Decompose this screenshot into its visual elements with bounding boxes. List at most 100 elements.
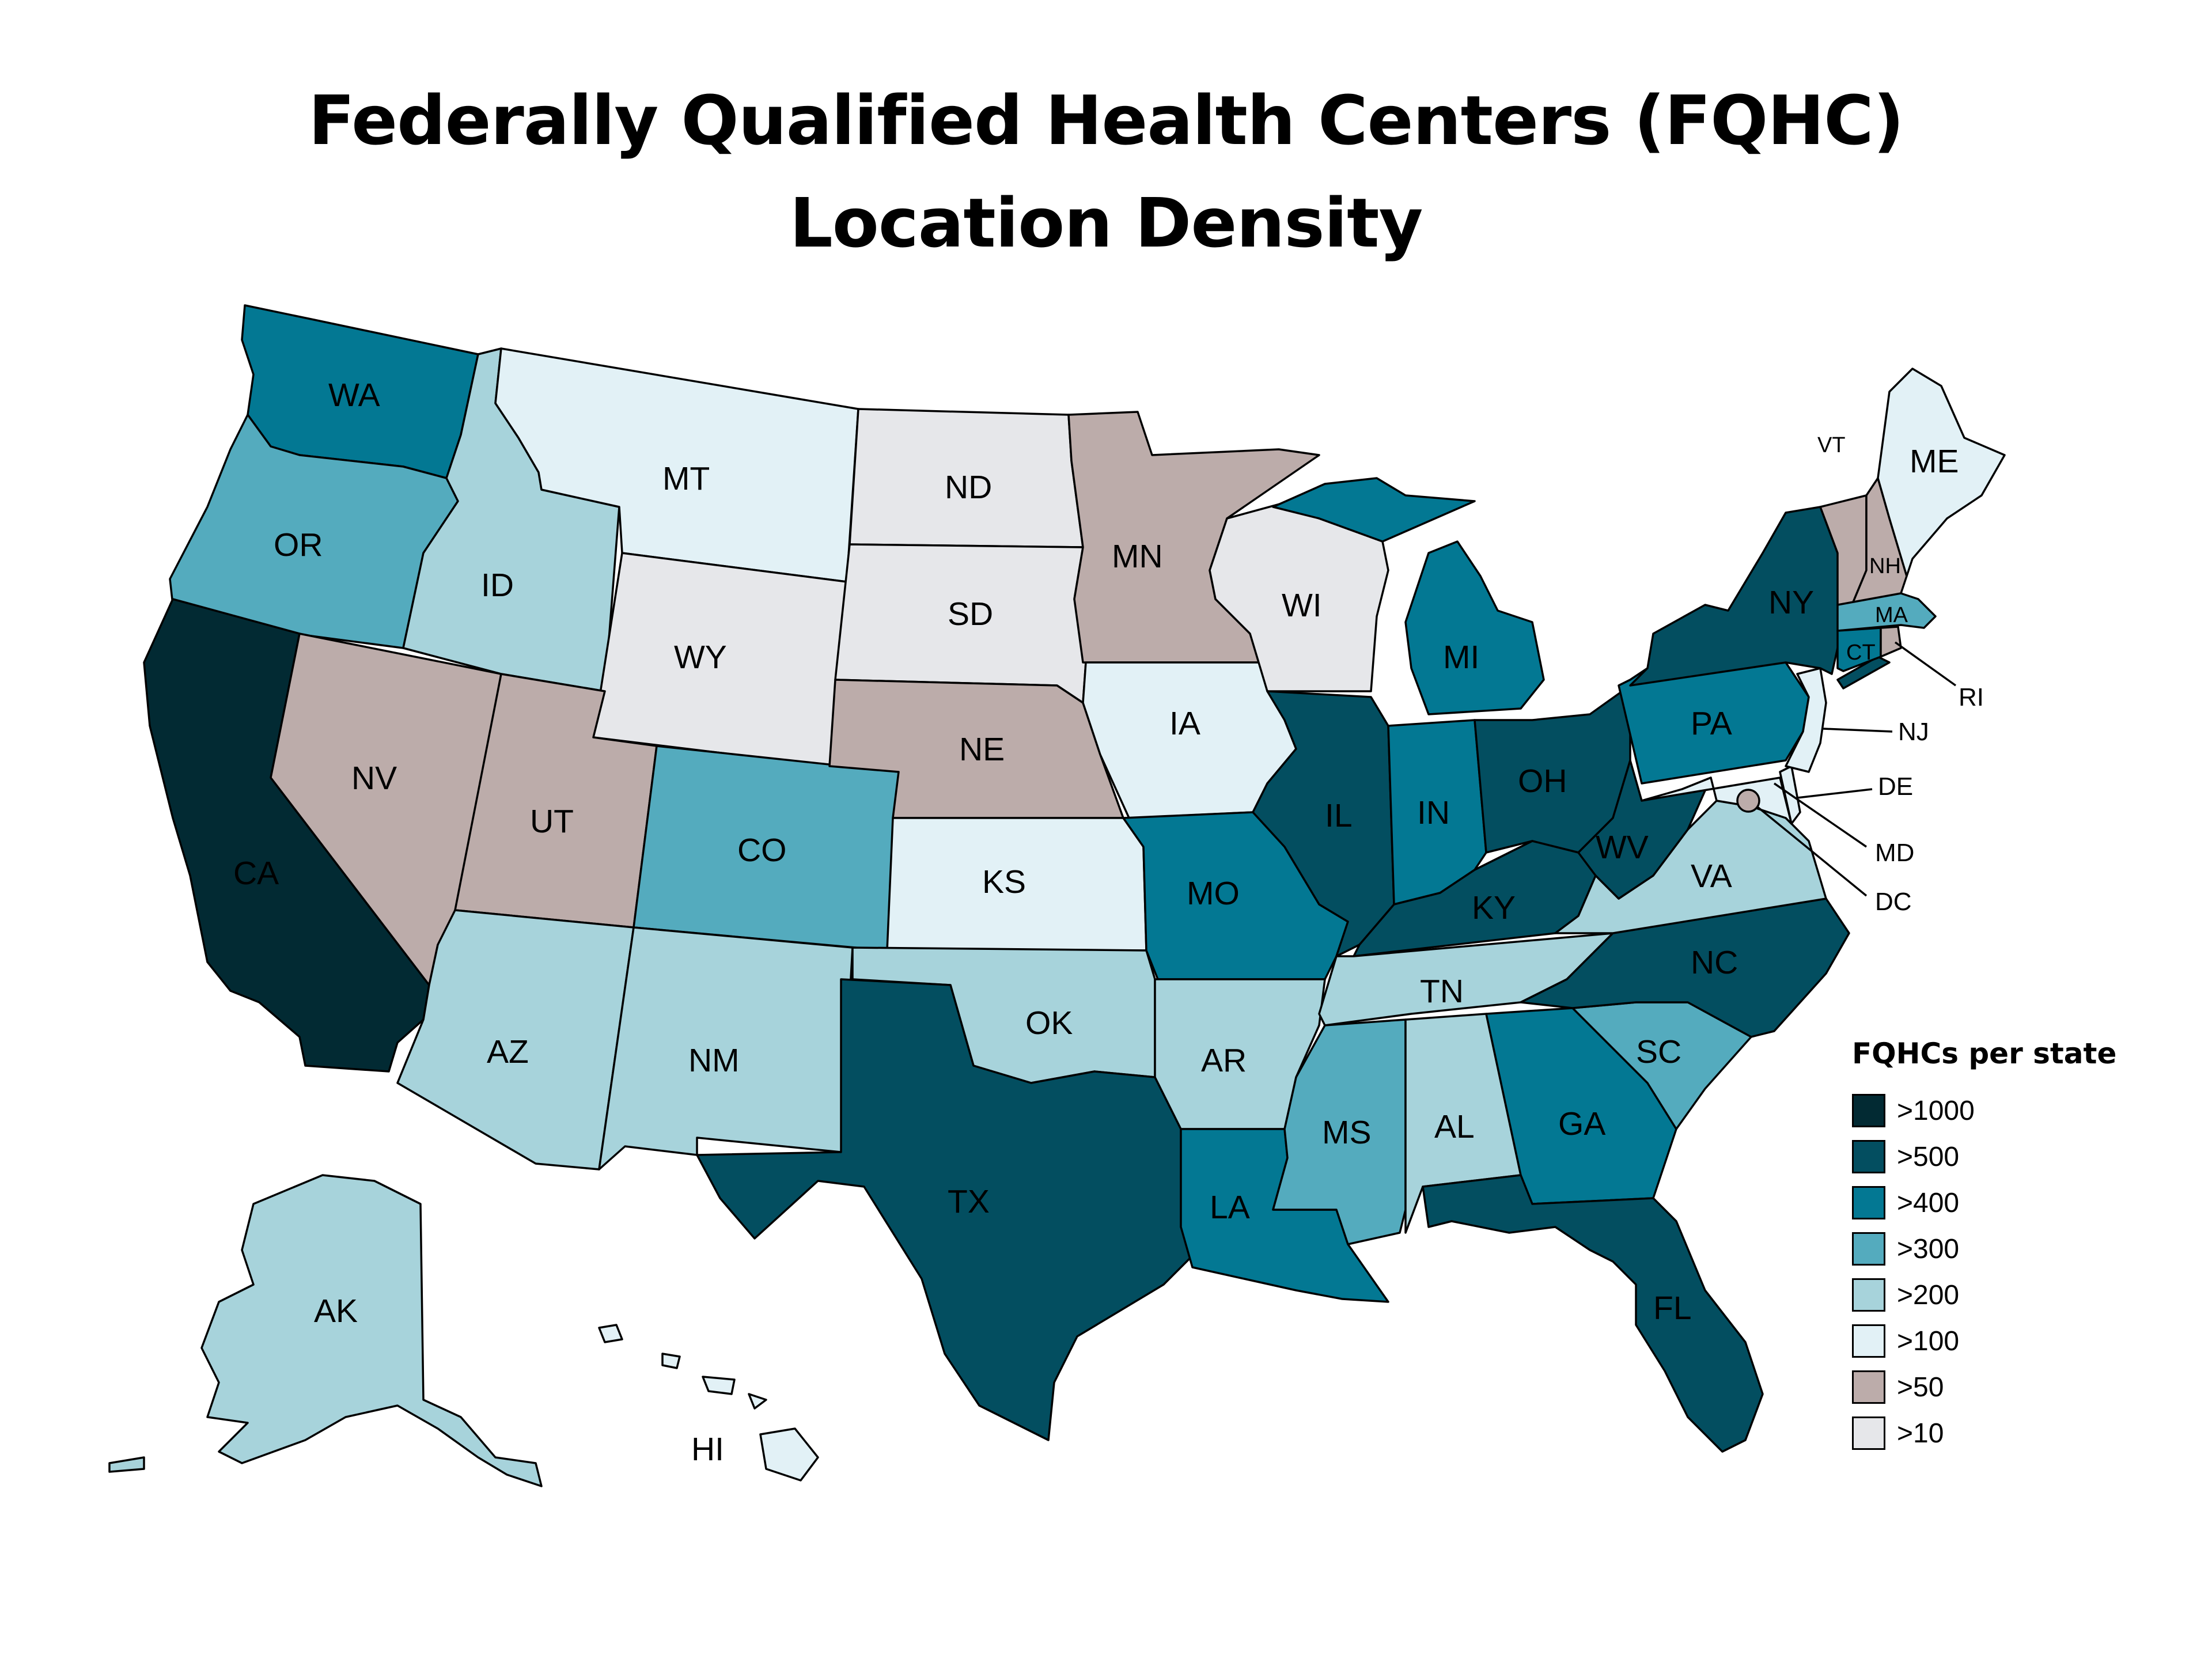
legend-label: >500 [1897,1141,1960,1172]
leader-DC [1756,805,1868,897]
state-labels: WA OR CA NV ID MT WY UT CO AZ NM ND SD N… [233,377,1984,1468]
label-MO: MO [1187,875,1240,912]
label-ME: ME [1910,443,1959,480]
leader-MD [1774,782,1867,848]
label-SD: SD [948,596,993,632]
label-TN: TN [1420,973,1464,1010]
label-AZ: AZ [487,1033,529,1070]
label-IN: IN [1417,794,1450,831]
title-line-2: Location Density [789,183,1423,263]
state-RI[interactable] [1880,626,1902,658]
label-IA: IA [1169,705,1200,742]
legend-swatch [1852,1416,1885,1450]
label-FL: FL [1653,1290,1692,1327]
label-DC: DC [1875,888,1912,916]
label-IL: IL [1325,797,1353,834]
label-DE: DE [1878,772,1913,801]
label-AR: AR [1201,1042,1247,1079]
state-NY[interactable] [1629,506,1891,690]
label-VA: VA [1691,858,1732,895]
legend-label: >100 [1897,1325,1960,1357]
state-CT[interactable] [1836,627,1882,672]
state-ME[interactable] [1877,368,2006,577]
label-NY: NY [1768,584,1814,621]
state-FL[interactable] [1422,1174,1764,1453]
label-AL: AL [1434,1108,1475,1145]
legend-label: >10 [1897,1418,1944,1449]
label-NH: NH [1869,554,1901,578]
legend-swatch [1852,1094,1885,1127]
map-title: Federally Qualified Health Centers (FQHC… [0,69,2212,274]
label-OR: OR [274,527,323,563]
legend-label: >50 [1897,1372,1944,1403]
label-CO: CO [737,832,787,869]
label-HI: HI [691,1431,724,1468]
label-PA: PA [1691,705,1732,742]
label-CT: CT [1846,641,1876,665]
state-DC[interactable] [1736,789,1760,813]
legend-swatch [1852,1186,1885,1219]
legend-label: >300 [1897,1233,1960,1264]
legend: FQHCs per state >1000 >500 >400 >300 >20… [1852,1037,2175,1456]
legend-item-gt200: >200 [1852,1272,2175,1318]
legend-label: >400 [1897,1187,1960,1218]
label-RI: RI [1959,683,1984,711]
label-KS: KS [982,863,1026,900]
label-OK: OK [1025,1005,1073,1041]
label-OH: OH [1518,763,1567,800]
legend-item-gt500: >500 [1852,1134,2175,1180]
state-MI[interactable] [1272,477,1545,715]
label-VT: VT [1817,433,1846,457]
label-WY: WY [674,639,727,676]
label-ND: ND [945,469,992,506]
label-NV: NV [351,760,397,797]
label-WI: WI [1282,587,1322,624]
label-NJ: NJ [1898,718,1929,746]
legend-item-gt10: >10 [1852,1410,2175,1456]
legend-item-gt1000: >1000 [1852,1088,2175,1134]
legend-item-gt400: >400 [1852,1180,2175,1226]
label-MI: MI [1443,639,1479,676]
label-SC: SC [1636,1033,1681,1070]
legend-item-gt300: >300 [1852,1226,2175,1272]
legend-title: FQHCs per state [1852,1037,2117,1070]
label-GA: GA [1558,1105,1605,1142]
label-MN: MN [1112,538,1163,575]
title-line-1: Federally Qualified Health Centers (FQHC… [308,81,1904,160]
state-NJ[interactable] [1785,667,1827,773]
label-NC: NC [1691,944,1738,981]
legend-label: >200 [1897,1279,1960,1310]
state-shapes [108,304,2006,1487]
legend-swatch [1852,1370,1885,1404]
label-WA: WA [328,377,380,414]
legend-item-gt100: >100 [1852,1318,2175,1364]
label-ID: ID [481,567,514,604]
label-LA: LA [1210,1189,1250,1226]
legend-swatch [1852,1324,1885,1358]
legend-swatch [1852,1140,1885,1173]
label-CA: CA [233,855,279,892]
state-HI[interactable] [598,1324,819,1482]
legend-swatch [1852,1232,1885,1266]
leader-lines [1756,641,1957,897]
state-AK[interactable] [108,1174,543,1487]
label-MT: MT [662,460,710,497]
state-NC[interactable] [1520,897,1850,1038]
leader-RI [1894,641,1957,687]
label-MA: MA [1875,603,1908,627]
label-AK: AK [314,1293,358,1330]
leader-NJ [1823,728,1893,733]
state-TX[interactable] [696,978,1194,1441]
label-KY: KY [1472,889,1516,926]
label-MS: MS [1322,1114,1372,1151]
legend-swatch [1852,1278,1885,1312]
label-UT: UT [530,803,574,840]
label-WV: WV [1596,829,1649,866]
label-NE: NE [959,731,1005,768]
label-MD: MD [1875,839,1914,867]
leader-DE [1797,788,1873,799]
label-NM: NM [688,1042,740,1079]
label-TX: TX [948,1183,990,1220]
legend-label: >1000 [1897,1095,1975,1126]
